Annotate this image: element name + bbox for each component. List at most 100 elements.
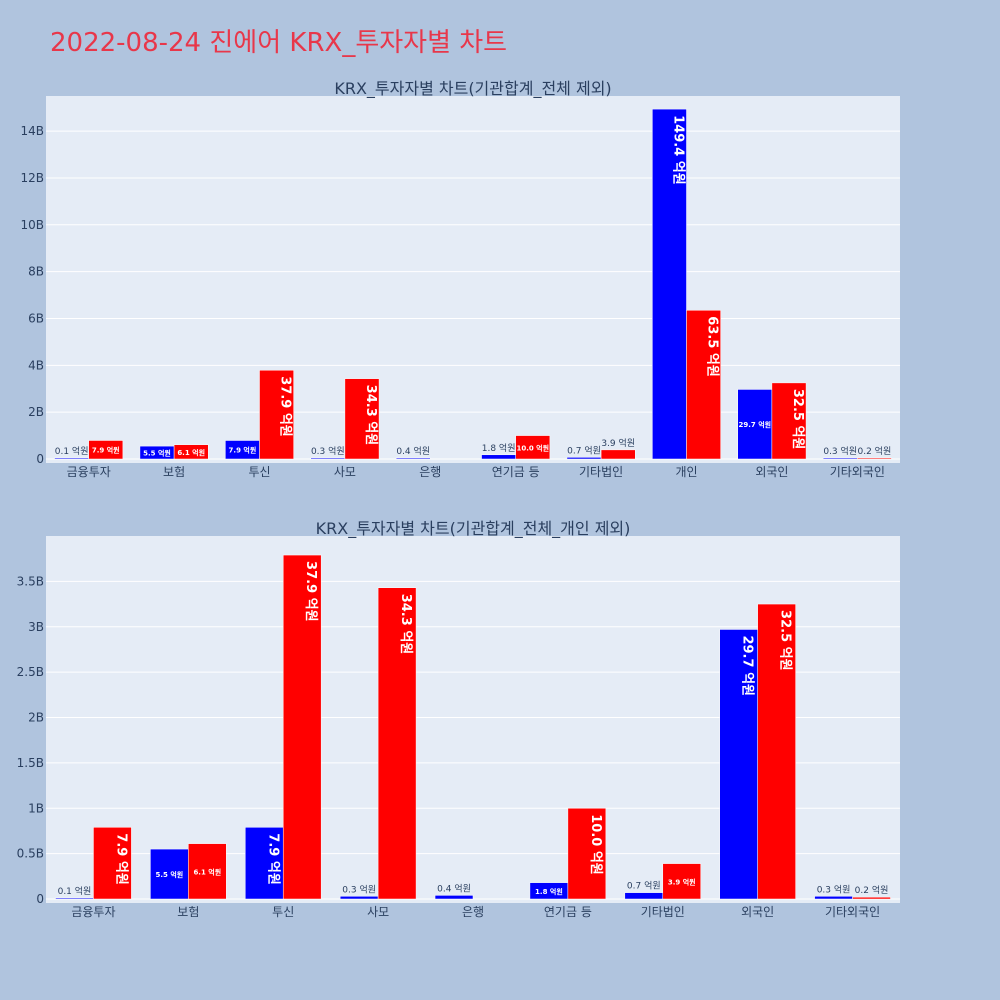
- x-tick-label: 금융투자: [67, 465, 111, 479]
- bar: [662, 863, 701, 900]
- data-label: 6.1 억원: [177, 448, 205, 457]
- data-label: 63.5 억원: [705, 316, 720, 377]
- x-tick-label: 보험: [177, 905, 199, 919]
- x-tick-label: 사모: [334, 465, 356, 479]
- page-title: 2022-08-24 진에어 KRX_투자자별 차트: [50, 28, 508, 58]
- bar: [245, 827, 284, 900]
- y-tick-label: 14B: [20, 124, 44, 138]
- x-tick-label: 외국인: [741, 905, 774, 919]
- data-label: 149.4 억원: [670, 115, 685, 185]
- data-label: 0.4 억원: [437, 882, 471, 894]
- x-tick-label: 보험: [163, 465, 185, 479]
- bar: [88, 440, 124, 460]
- bar: [344, 378, 380, 460]
- x-tick-label: 개인: [675, 465, 697, 479]
- data-label: 0.2 억원: [855, 884, 889, 896]
- chart-1: 0 2B 4B 6B 8B 10B 12B 14B KRX_투자자별 차트(기관합계_전체 제외…: [20, 79, 900, 479]
- data-label: 32.5 억원: [778, 610, 793, 671]
- data-label: 3.9 억원: [601, 437, 635, 449]
- chart-2: 0 0.5B 1B 1.5B 2B 2.5B 3B 3.5B KRX_투자자별 차트(기관합계_…: [17, 519, 900, 919]
- bar: [339, 896, 379, 900]
- bar: [310, 457, 346, 460]
- bar: [686, 310, 721, 460]
- bar: [93, 827, 132, 900]
- x-tick-label: 투신: [272, 905, 294, 919]
- bar: [652, 108, 687, 460]
- data-label: 29.7 억원: [739, 420, 772, 429]
- x-tick-label: 투신: [248, 465, 270, 479]
- bar: [377, 587, 417, 900]
- x-tick-label: 연기금 등: [492, 465, 540, 479]
- x-tick-label: 은행: [419, 464, 441, 479]
- bar: [481, 454, 516, 460]
- data-label: 5.5 억원: [155, 870, 183, 879]
- bar: [434, 895, 474, 900]
- data-label: 1.8 억원: [482, 442, 516, 454]
- data-label: 0.3 억원: [311, 445, 345, 457]
- bar: [737, 389, 773, 460]
- y-tick-label: 4B: [28, 358, 44, 372]
- bar: [757, 603, 796, 900]
- data-label: 6.1 억원: [193, 867, 221, 876]
- y-tick-label: 0: [36, 452, 44, 466]
- data-label: 3.9 억원: [668, 877, 696, 886]
- data-label: 34.3 억원: [363, 385, 378, 446]
- chart-title: KRX_투자자별 차트(기관합계_전체 제외): [334, 79, 611, 99]
- y-tick-label: 2B: [28, 711, 44, 725]
- bar: [259, 369, 294, 460]
- data-label: 10.0 억원: [516, 443, 549, 452]
- y-tick-label: 12B: [20, 171, 44, 185]
- y-tick-label: 6B: [28, 311, 44, 325]
- y-tick-label: 0: [36, 892, 44, 906]
- data-label: 5.5 억원: [143, 449, 171, 458]
- data-label: 0.1 억원: [55, 445, 89, 457]
- bar: [150, 848, 189, 900]
- data-label: 7.9 억원: [113, 833, 128, 884]
- data-label: 32.5 억원: [790, 389, 805, 450]
- data-label: 0.3 억원: [823, 445, 857, 457]
- bar: [282, 554, 322, 900]
- bar: [188, 843, 227, 900]
- bar: [857, 457, 892, 460]
- x-tick-label: 기타외국인: [830, 465, 885, 479]
- data-label: 1.8 억원: [535, 887, 563, 896]
- x-tick-label: 금융투자: [71, 905, 115, 919]
- data-label: 37.9 억원: [303, 561, 318, 622]
- bar: [566, 457, 602, 460]
- data-label: 7.9 억원: [229, 446, 257, 455]
- bar: [395, 457, 431, 460]
- data-label: 29.7 억원: [740, 635, 755, 696]
- x-tick-label: 은행: [462, 904, 484, 919]
- data-label: 37.9 억원: [278, 376, 293, 437]
- bar: [567, 808, 607, 900]
- bar: [515, 435, 551, 460]
- x-tick-label: 기타법인: [579, 465, 623, 479]
- bar: [719, 629, 758, 900]
- x-tick-label: 기타법인: [641, 905, 685, 919]
- data-label: 0.2 억원: [858, 445, 892, 457]
- y-tick-label: 1B: [28, 801, 44, 815]
- data-label: 34.3 억원: [398, 594, 413, 655]
- data-label: 0.7 억원: [627, 880, 661, 892]
- y-tick-label: 2B: [28, 405, 44, 419]
- x-tick-label: 외국인: [755, 465, 788, 479]
- data-label: 0.7 억원: [567, 444, 601, 456]
- y-tick-label: 8B: [28, 265, 44, 279]
- chart-title: KRX_투자자별 차트(기관합계_전체_개인 제외): [316, 519, 631, 539]
- x-tick-label: 기타외국인: [825, 905, 880, 919]
- bar: [822, 457, 858, 460]
- data-label: 0.3 억원: [817, 883, 851, 895]
- bar: [173, 444, 209, 460]
- data-label: 10.0 억원: [588, 814, 603, 875]
- bar: [55, 897, 94, 900]
- bar: [771, 382, 807, 460]
- data-label: 0.3 억원: [342, 883, 376, 895]
- y-tick-label: 3.5B: [17, 574, 44, 588]
- bar: [600, 449, 636, 460]
- bar: [852, 896, 891, 900]
- y-tick-label: 10B: [20, 218, 44, 232]
- x-tick-label: 연기금 등: [544, 905, 592, 919]
- data-label: 0.1 억원: [58, 885, 92, 897]
- bar: [54, 457, 89, 460]
